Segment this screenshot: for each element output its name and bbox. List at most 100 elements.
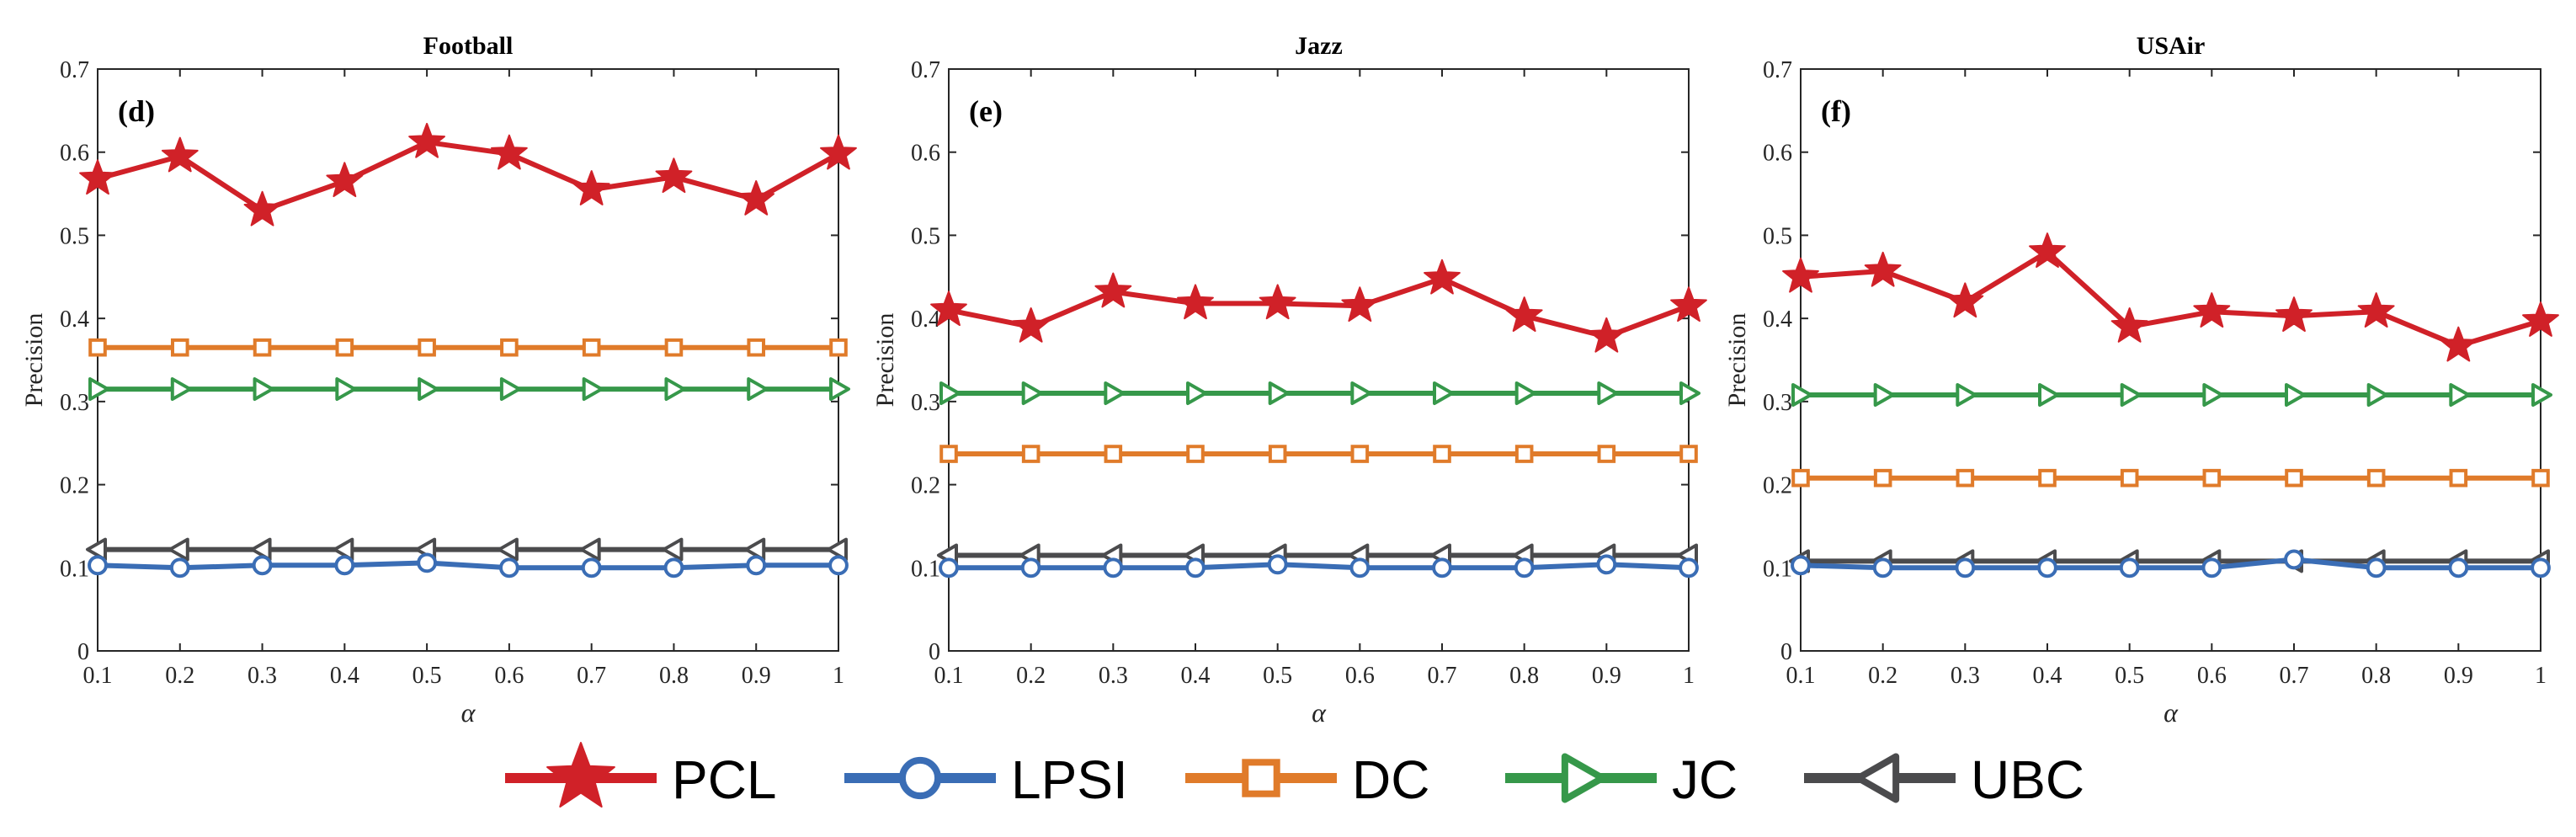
data-point-jc (253, 377, 274, 402)
data-point-pcl (737, 180, 775, 216)
data-point-lpsi (1514, 557, 1535, 578)
data-point-pcl (1505, 296, 1543, 332)
y-tick-label: 0.5 (1763, 223, 1792, 249)
data-point-pcl (655, 157, 693, 194)
data-point-dc (1597, 445, 1616, 463)
y-tick-label: 0.4 (1763, 307, 1792, 333)
series-line-pcl (948, 275, 1690, 339)
data-point-jc (2038, 382, 2059, 407)
data-point-lpsi (1103, 557, 1124, 578)
x-tick-label: 0.6 (1345, 663, 1375, 689)
chart-title: Football (423, 32, 514, 60)
data-point-pcl (326, 162, 364, 198)
x-axis-label: α (461, 697, 476, 728)
y-axis-label: Precision (1723, 313, 1751, 408)
panel-label: (f) (1821, 94, 1851, 128)
data-point-dc (2449, 468, 2468, 488)
y-tick-label: 0.7 (1763, 57, 1792, 83)
data-point-pcl (930, 291, 967, 327)
data-point-lpsi (1872, 557, 1893, 578)
data-point-dc (939, 445, 958, 463)
data-point-dc (2366, 468, 2386, 488)
data-point-lpsi (2201, 557, 2222, 578)
data-point-pcl (572, 170, 610, 205)
x-tick-label: 0.4 (330, 663, 359, 689)
x-axis-label: α (1312, 697, 1327, 728)
legend-marker-jc (1561, 753, 1606, 803)
y-tick-label: 0.6 (911, 141, 940, 167)
legend-label: UBC (1971, 749, 2084, 810)
y-tick-label: 0.6 (1763, 141, 1792, 167)
chart-panel-usair: 00.10.20.30.40.50.60.70.1 0.2 0.3 0.4 0.5 0.6… (1723, 32, 2559, 728)
x-tick-label: 0.2 (165, 663, 194, 689)
data-point-lpsi (2284, 549, 2304, 570)
data-point-lpsi (1267, 554, 1288, 575)
data-point-lpsi (1185, 557, 1206, 578)
x-tick-label: 0.1 (1786, 663, 1816, 689)
data-point-pcl (2110, 307, 2148, 343)
data-point-lpsi (828, 555, 849, 576)
data-point-jc (1433, 381, 1454, 405)
data-point-pcl (2357, 292, 2395, 328)
data-point-jc (1514, 381, 1536, 405)
data-point-dc (1350, 445, 1370, 463)
data-point-jc (2120, 382, 2142, 407)
y-tick-label: 0.2 (60, 473, 89, 499)
x-tick-label: 0.8 (1509, 663, 1539, 689)
x-tick-label: 0.9 (1592, 663, 1621, 689)
data-point-jc (2366, 382, 2388, 407)
x-tick-label: 0.1 (934, 663, 964, 689)
legend-label: PCL (672, 749, 777, 810)
series-line-lpsi (1800, 557, 2541, 571)
y-tick-label: 0.3 (911, 390, 940, 416)
data-point-pcl (243, 190, 281, 227)
data-point-jc (582, 377, 604, 402)
series-line-pcl (97, 139, 840, 213)
data-point-jc (1791, 382, 1812, 407)
data-point-dc (664, 338, 684, 357)
y-tick-label: 0.7 (60, 57, 89, 83)
y-tick-label: 0.2 (1763, 473, 1792, 499)
y-tick-label: 0.1 (911, 556, 940, 582)
data-point-jc (664, 377, 686, 402)
data-point-jc (829, 377, 850, 402)
x-tick-label: 0.9 (2444, 663, 2473, 689)
y-tick-label: 0.1 (1763, 556, 1792, 582)
data-point-dc (582, 338, 601, 357)
data-point-lpsi (252, 555, 273, 576)
data-point-pcl (2522, 301, 2559, 337)
y-tick-label: 0.3 (1763, 390, 1792, 416)
data-point-dc (2202, 468, 2222, 488)
y-tick-label: 0.7 (911, 57, 940, 83)
data-point-jc (1956, 382, 1977, 407)
legend-item-jc: JC (1505, 749, 1738, 810)
legend-label: DC (1352, 749, 1429, 810)
x-tick-label: 0.5 (412, 663, 442, 689)
series-line-lpsi (949, 562, 1690, 571)
data-point-lpsi (88, 555, 108, 576)
data-point-dc (1791, 468, 1810, 488)
data-point-dc (1679, 445, 1698, 463)
x-tick-label: 1 (833, 663, 844, 689)
data-point-lpsi (1020, 557, 1041, 578)
y-tick-label: 0.3 (60, 390, 89, 416)
y-tick-label: 0 (1780, 639, 1792, 665)
data-point-dc (253, 338, 272, 357)
data-point-lpsi (1349, 557, 1370, 578)
data-point-jc (2531, 382, 2552, 407)
data-point-dc (170, 338, 189, 357)
legend-item-lpsi: LPSI (844, 749, 1128, 810)
x-tick-label: 0.5 (2115, 663, 2144, 689)
legend-marker-lpsi (898, 756, 942, 800)
data-point-pcl (1782, 257, 1819, 293)
legend-label: LPSI (1011, 749, 1128, 810)
x-tick-label: 0.8 (2361, 663, 2391, 689)
data-point-lpsi (939, 557, 959, 578)
series-lpsi (1791, 549, 2551, 578)
data-point-dc (335, 338, 354, 357)
data-point-jc (1186, 381, 1207, 405)
legend-item-ubc: UBC (1804, 749, 2084, 810)
data-point-lpsi (746, 555, 767, 576)
data-point-ubc (662, 537, 684, 562)
data-point-lpsi (1596, 554, 1617, 575)
